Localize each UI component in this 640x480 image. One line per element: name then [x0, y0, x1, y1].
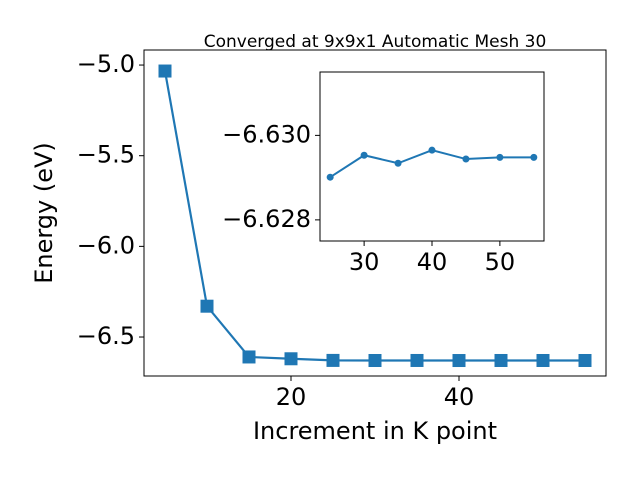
x-tick-label: 30	[349, 248, 380, 276]
data-point	[496, 153, 504, 161]
x-tick-label: 40	[417, 248, 448, 276]
data-point	[452, 354, 466, 368]
y-tick-label: −5.0	[77, 50, 135, 78]
data-point	[578, 353, 592, 367]
y-tick-label: −6.628	[222, 205, 311, 233]
y-tick-label: −6.630	[222, 120, 311, 148]
data-point	[428, 146, 436, 154]
data-point	[284, 352, 298, 366]
y-tick-label: −5.5	[77, 141, 135, 169]
data-point	[360, 151, 368, 159]
data-point	[394, 159, 402, 167]
data-point	[536, 353, 550, 367]
x-tick-label: 20	[276, 383, 307, 411]
data-point	[410, 353, 424, 367]
y-tick-label: −6.0	[77, 231, 135, 259]
x-tick-label: 50	[485, 248, 516, 276]
data-point	[462, 155, 470, 163]
data-point	[530, 153, 538, 161]
data-point	[326, 173, 334, 181]
y-axis-label: Energy (eV)	[30, 142, 58, 284]
x-tick-label: 40	[444, 383, 475, 411]
data-point	[200, 299, 214, 313]
x-axis-label: Increment in K point	[253, 417, 497, 445]
y-tick-label: −6.5	[77, 322, 135, 350]
data-point	[494, 353, 508, 367]
data-point	[242, 350, 256, 364]
data-point	[326, 353, 340, 367]
chart-title: Converged at 9x9x1 Automatic Mesh 30	[204, 32, 547, 52]
data-point	[158, 64, 172, 78]
data-point	[368, 354, 382, 368]
